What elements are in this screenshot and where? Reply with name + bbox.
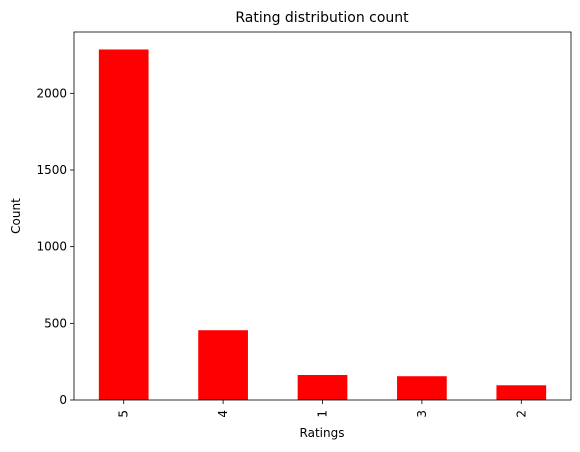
y-axis-label: Count [9,198,23,234]
plot-area: 0 500 1000 1500 2000 5 4 1 3 2 [36,32,571,418]
bar-3 [397,376,447,400]
x-tick-label-2: 2 [514,410,528,418]
bar-2 [496,385,546,400]
bar-1 [298,375,348,400]
x-tick-label-3: 3 [415,410,429,418]
y-tick-label: 500 [44,316,67,330]
bar-4 [198,330,248,400]
y-tick-label: 0 [59,393,67,407]
bar-5 [99,49,149,400]
y-tick-label: 1500 [36,163,67,177]
y-tick-label: 1000 [36,240,67,254]
y-tick-label: 2000 [36,86,67,100]
x-tick-label-1: 1 [316,410,330,418]
chart-title: Rating distribution count [235,10,409,26]
x-tick-label-4: 4 [216,410,230,418]
x-tick-label-5: 5 [117,410,131,418]
x-axis-label: Ratings [300,426,345,440]
